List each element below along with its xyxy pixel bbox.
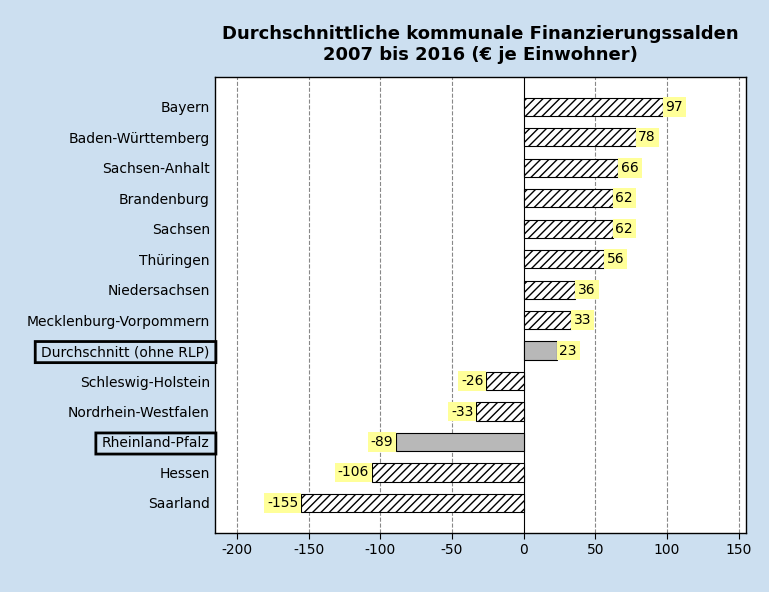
- Bar: [524, 98, 663, 116]
- Text: 23: 23: [560, 343, 577, 358]
- Text: 33: 33: [574, 313, 591, 327]
- Text: 62: 62: [615, 221, 633, 236]
- Text: -33: -33: [451, 404, 474, 419]
- Text: 66: 66: [621, 161, 639, 175]
- Bar: [524, 250, 604, 268]
- Bar: [371, 464, 524, 482]
- Bar: [524, 342, 557, 360]
- Bar: [524, 281, 575, 299]
- Bar: [396, 433, 524, 451]
- Text: 56: 56: [607, 252, 624, 266]
- Bar: [476, 403, 524, 421]
- Text: 36: 36: [578, 282, 596, 297]
- Text: 62: 62: [615, 191, 633, 205]
- Bar: [524, 159, 618, 177]
- Bar: [486, 372, 524, 390]
- Bar: [524, 311, 571, 329]
- Text: -106: -106: [338, 465, 369, 480]
- Bar: [301, 494, 524, 512]
- Title: Durchschnittliche kommunale Finanzierungssalden
2007 bis 2016 (€ je Einwohner): Durchschnittliche kommunale Finanzierung…: [222, 25, 739, 65]
- Text: 78: 78: [638, 130, 656, 144]
- Bar: [524, 128, 635, 146]
- Text: 97: 97: [666, 100, 683, 114]
- Bar: [524, 189, 613, 207]
- Bar: [524, 220, 613, 238]
- Text: -89: -89: [371, 435, 393, 449]
- Text: -26: -26: [461, 374, 484, 388]
- Text: -155: -155: [268, 496, 298, 510]
